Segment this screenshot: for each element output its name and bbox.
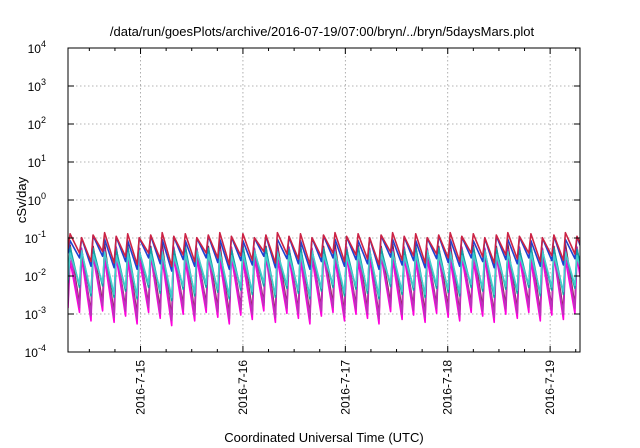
x-tick-label: 2016-7-18	[441, 360, 455, 415]
grid	[68, 48, 580, 352]
series-line	[68, 250, 580, 299]
y-tick-label: 102	[28, 115, 46, 132]
x-tick-label: 2016-7-16	[236, 360, 250, 415]
series-line	[68, 231, 580, 268]
y-tick-label: 10-2	[25, 267, 46, 284]
y-tick-label: 103	[28, 77, 46, 94]
x-axis-label: Coordinated Universal Time (UTC)	[224, 430, 423, 445]
chart-title: /data/run/goesPlots/archive/2016-07-19/0…	[110, 24, 535, 39]
x-tick-label: 2016-7-15	[134, 360, 148, 415]
y-tick-label: 101	[28, 153, 46, 170]
y-tick-label: 100	[28, 191, 46, 208]
y-tick-label: 10-1	[25, 229, 46, 246]
y-tick-label: 10-4	[25, 343, 46, 360]
series-group	[68, 231, 580, 327]
y-tick-label: 104	[28, 39, 46, 56]
x-axis: 2016-7-15 2016-7-16 2016-7-17 2016-7-18 2016…	[88, 48, 577, 415]
x-tick-label: 2016-7-19	[543, 360, 557, 415]
y-tick-label: 10-3	[25, 305, 46, 322]
y-axis: 104 103 102 101 100 10-1 10-2 10-3 10-4	[25, 39, 580, 360]
y-axis-label: cSv/day	[14, 176, 29, 223]
x-tick-label: 2016-7-17	[338, 360, 352, 415]
